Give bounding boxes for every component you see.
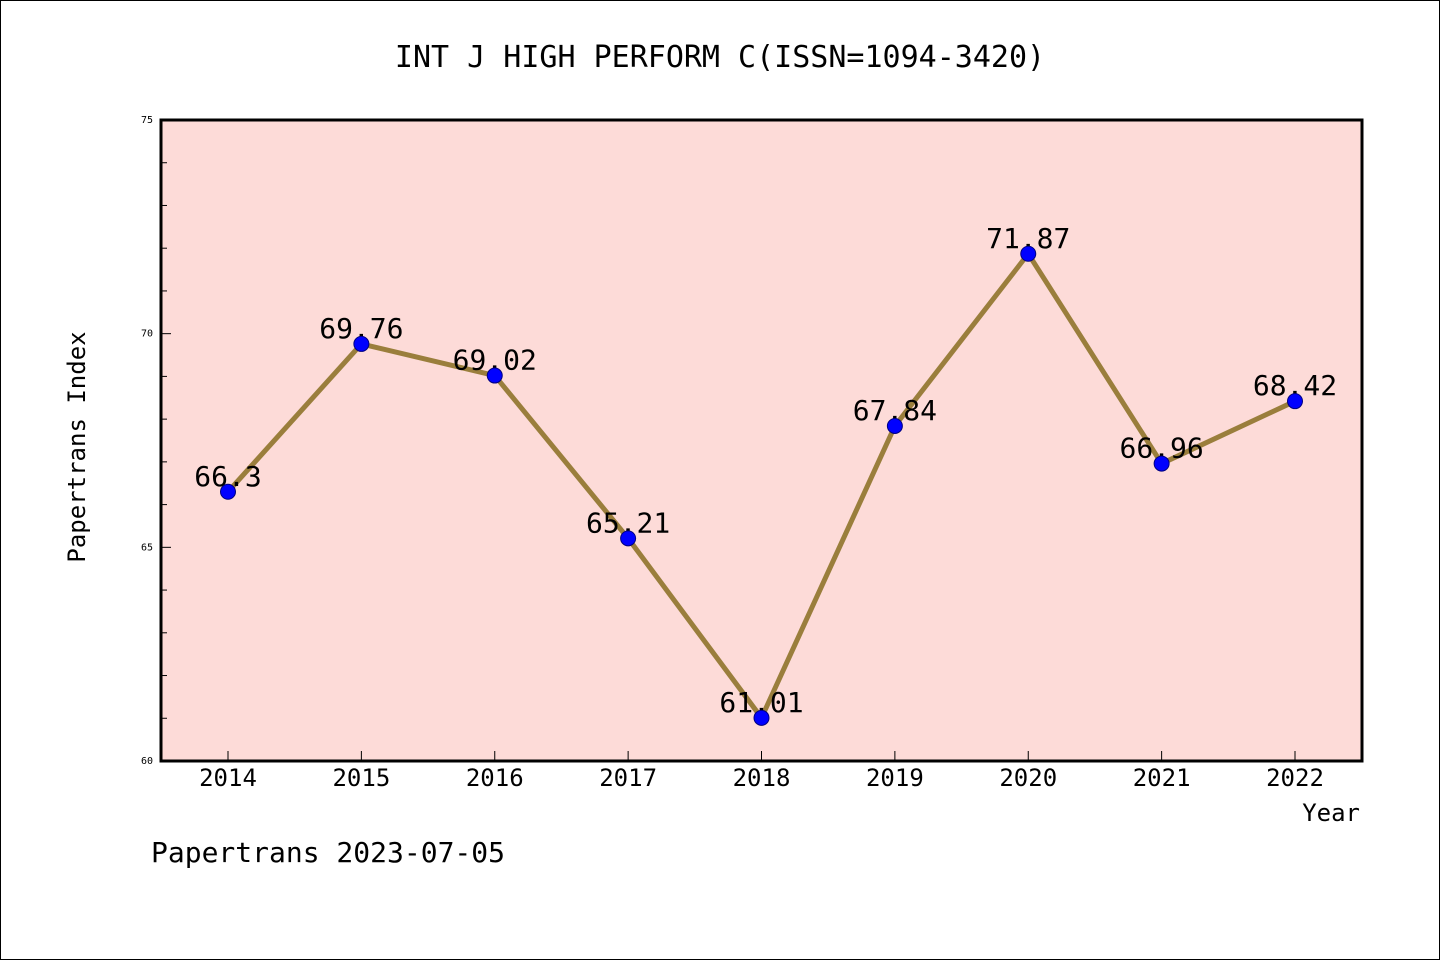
x-tick-label: 2017 <box>599 764 657 792</box>
data-point <box>1287 393 1303 410</box>
data-point <box>620 530 637 547</box>
x-tick-label: 2020 <box>999 764 1057 792</box>
y-tick-label: 70 <box>141 329 153 340</box>
data-point <box>353 335 370 352</box>
y-tick-label: 65 <box>141 542 153 553</box>
x-tick-label: 2018 <box>733 764 791 792</box>
y-axis-label: Papertrans Index <box>63 331 91 562</box>
chart-title: INT J HIGH PERFORM C(ISSN=1094-3420) <box>395 40 1045 75</box>
data-point <box>1153 455 1170 472</box>
y-tick-label: 75 <box>141 115 153 126</box>
data-point <box>1020 245 1037 262</box>
data-point <box>886 417 903 434</box>
data-point <box>753 709 770 726</box>
x-tick-label: 2019 <box>866 764 924 792</box>
y-axis: 60 65 70 75 <box>141 115 171 767</box>
x-tick-label: 2022 <box>1266 764 1324 792</box>
x-tick-label: 2021 <box>1133 764 1191 792</box>
plot-area <box>159 118 1364 763</box>
x-axis-label: Year <box>1302 799 1360 827</box>
x-tick-label: 2016 <box>466 764 524 792</box>
footer-caption: Papertrans 2023-07-05 <box>151 836 506 869</box>
x-tick-label: 2015 <box>332 764 390 792</box>
x-axis: 2014 2015 2016 2017 2018 2019 2020 2021 2022 <box>199 751 1324 792</box>
data-point <box>486 367 503 384</box>
series-markers <box>220 245 1303 726</box>
x-tick-label: 2014 <box>199 764 257 792</box>
y-tick-label: 60 <box>141 756 153 767</box>
data-point <box>220 483 236 500</box>
